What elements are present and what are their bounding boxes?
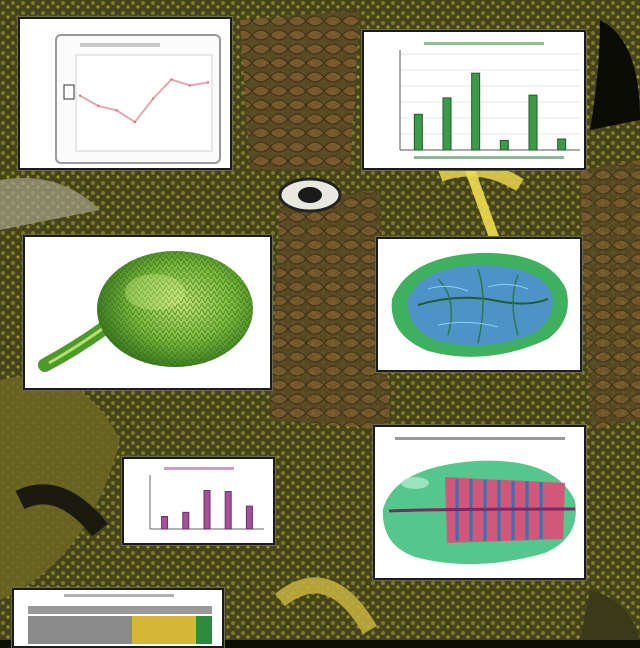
table-band-yellow xyxy=(132,616,196,644)
bar-1 xyxy=(442,97,452,151)
bar-chart-panel-top xyxy=(362,30,586,170)
x-axis-label-bar xyxy=(414,156,564,159)
line-chart-panel xyxy=(18,17,232,170)
chart-title-bar xyxy=(164,467,234,470)
spiky-bud-icon xyxy=(38,251,253,372)
data-point-6 xyxy=(188,84,191,87)
leaf-cross-section-panel xyxy=(376,237,582,372)
line-chart xyxy=(55,34,221,164)
table-header-row xyxy=(28,606,212,614)
bar-chart-top xyxy=(399,42,580,159)
bar-1 xyxy=(182,511,190,530)
table-caption-bar xyxy=(64,594,174,597)
seed-cross-section-panel xyxy=(373,425,586,580)
table-band-gray xyxy=(28,616,132,644)
series-line xyxy=(79,78,209,124)
panel-caption-bar xyxy=(395,437,565,440)
data-point-5 xyxy=(170,78,173,81)
chart-title-bar xyxy=(424,42,544,45)
bar-3 xyxy=(224,491,232,530)
bar-chart-bottom xyxy=(149,467,264,530)
chart-title-bar xyxy=(80,43,160,47)
bar-4 xyxy=(528,94,538,151)
data-point-3 xyxy=(133,120,137,124)
seed-cross-section-icon xyxy=(382,437,576,565)
chart-plot-area xyxy=(75,54,213,152)
data-point-0 xyxy=(78,94,82,97)
data-point-7 xyxy=(206,81,210,84)
bud-specimen-panel xyxy=(23,235,272,390)
bar-3 xyxy=(499,139,509,151)
bar-2 xyxy=(471,72,481,151)
bar-5 xyxy=(557,138,567,151)
table-band-green xyxy=(196,616,212,644)
bar-2 xyxy=(203,490,211,530)
bar-0 xyxy=(413,113,423,151)
data-point-2 xyxy=(115,109,118,112)
bar-0 xyxy=(161,516,169,530)
chart-legend-swatch xyxy=(63,84,75,100)
data-point-1 xyxy=(97,104,100,108)
data-point-4 xyxy=(151,97,155,100)
table-strip-panel xyxy=(12,588,224,648)
bar-chart-panel-bottom xyxy=(122,457,275,545)
table-strip xyxy=(28,594,212,644)
bar-4 xyxy=(245,505,253,530)
leaf-cross-section-icon xyxy=(391,252,568,357)
